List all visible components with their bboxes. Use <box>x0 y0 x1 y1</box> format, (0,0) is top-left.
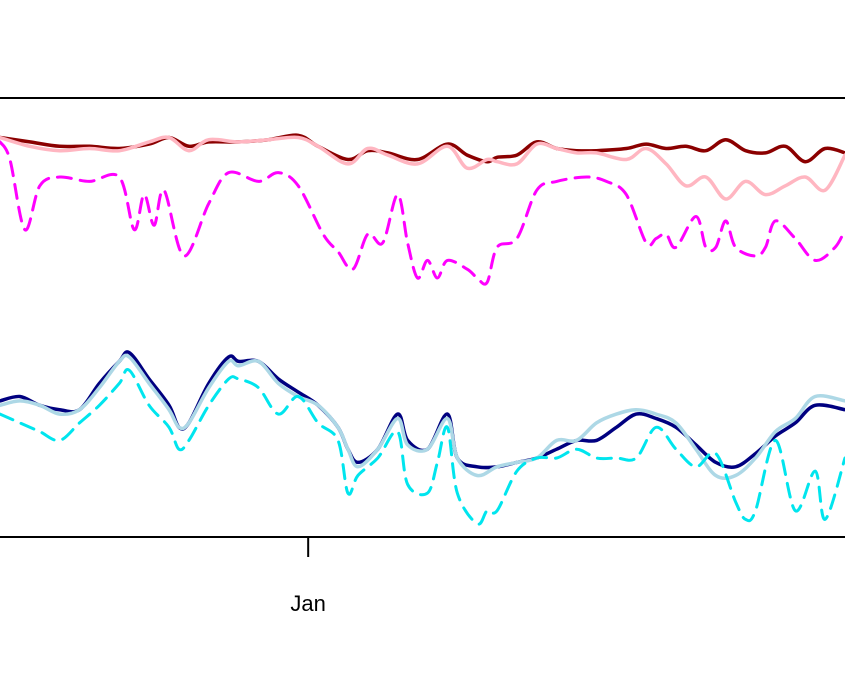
series-line-3 <box>0 140 845 286</box>
series-line-5 <box>0 353 845 481</box>
series-line-6 <box>0 367 845 526</box>
series-layer <box>0 133 845 526</box>
x-tick-label: Jan <box>290 591 325 616</box>
series-line-2 <box>0 135 845 201</box>
x-axis-ticks: Jan <box>290 537 326 616</box>
